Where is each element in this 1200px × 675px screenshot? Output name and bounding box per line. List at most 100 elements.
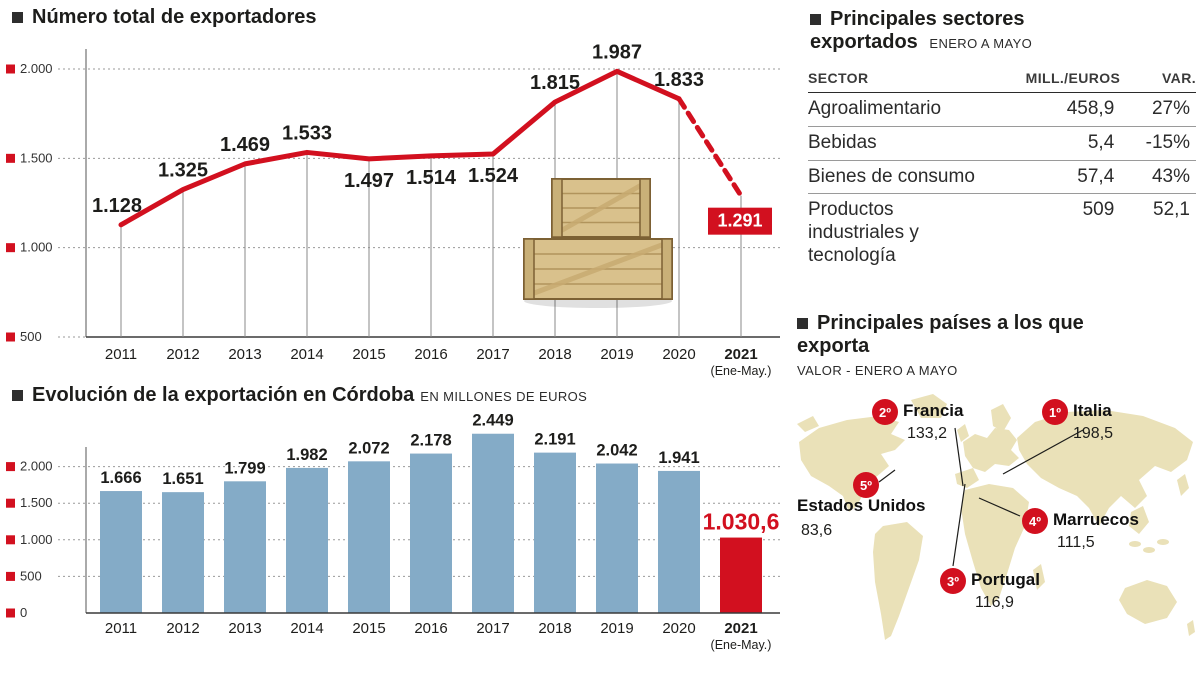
continent-shape	[1017, 410, 1193, 526]
xtick-label: 2017	[476, 620, 509, 637]
continent-shape	[961, 484, 1029, 606]
ytick-marker-icon	[6, 535, 15, 545]
line-chart-title: Número total de exportadores	[0, 6, 795, 29]
country-name-label: Italia	[1073, 401, 1112, 420]
map-leader-line	[952, 483, 966, 567]
world-map-svg	[797, 394, 1195, 640]
table-row: Bebidas 5,4 -15%	[808, 126, 1196, 161]
continent-shape	[963, 428, 1019, 472]
country-name-label: Marruecos	[1053, 510, 1139, 529]
value-label: 1.987	[592, 41, 642, 63]
value-label: 1.469	[220, 134, 270, 156]
sectors-title: Principales sectores exportados ENERO A …	[808, 8, 1108, 54]
table-cell: Bienes de consumo	[808, 160, 978, 195]
map-title-text: Principales países a los que exporta	[797, 312, 1084, 357]
map-leader-line	[978, 497, 1021, 517]
xtick-note: (Ene-May.)	[711, 638, 772, 652]
ytick-marker-icon	[6, 64, 15, 74]
value-label: 2.178	[410, 432, 451, 450]
country-value-label: 133,2	[907, 425, 948, 442]
country-value-label: 83,6	[801, 522, 833, 539]
highlight-label-box	[708, 207, 772, 235]
bar	[596, 463, 638, 613]
xtick-label: 2021	[724, 346, 757, 363]
map-subtitle: VALOR - ENERO A MAYO	[797, 363, 958, 378]
value-label: 2.191	[534, 431, 575, 449]
country-value-label: 116,9	[975, 594, 1014, 611]
continent-shape	[1187, 620, 1195, 636]
island-shape	[1129, 541, 1141, 547]
line-series-dashed	[676, 96, 744, 199]
bar-chart-title: Evolución de la exportación en Córdoba EN…	[0, 384, 795, 407]
sectors-title-text: Principales sectores exportados	[810, 8, 1025, 53]
value-label: 1.291	[717, 211, 762, 231]
xtick-label: 2013	[228, 346, 261, 363]
continent-shape	[799, 416, 905, 512]
ytick-label: 2.000	[20, 459, 53, 474]
ytick-marker-icon	[6, 608, 15, 618]
xtick-label: 2014	[290, 620, 323, 637]
table-cell: 27%	[1120, 92, 1196, 127]
xtick-label: 2016	[414, 620, 447, 637]
xtick-label: 2015	[352, 346, 385, 363]
value-label: 1.833	[654, 69, 704, 91]
value-label: 1.497	[344, 170, 394, 192]
bar	[100, 491, 142, 613]
table-cell: 509	[1082, 199, 1115, 221]
table-cell: 5,4	[978, 126, 1121, 161]
table-cell: 52,1	[1153, 199, 1190, 221]
value-label: 1.666	[100, 469, 141, 487]
map-leader-line	[1002, 429, 1084, 475]
country-rank-badge: 4º	[1022, 508, 1048, 534]
value-label: 1.941	[658, 449, 699, 467]
continent-shape	[1033, 564, 1045, 590]
map-badges-layer: 1º Italia 198,5 2º Francia 133,2 3º Portugal 116…	[795, 384, 1200, 664]
crates-illustration	[523, 178, 673, 308]
exporters-line-chart: 500 1.000 1.500 2.000 1.128 1.325 1.469 1.533 1.…	[6, 41, 780, 378]
continent-shape	[1177, 474, 1189, 496]
bar	[534, 452, 576, 613]
country-rank-badge: 2º	[872, 399, 898, 425]
continent-shape	[797, 416, 819, 432]
value-label: 1.815	[530, 72, 580, 94]
value-label: 1.533	[282, 122, 332, 144]
country-name-label: Portugal	[971, 570, 1040, 589]
table-header-cell: SECTOR	[808, 66, 978, 93]
ytick-marker-icon	[6, 153, 15, 163]
xtick-label: 2015	[352, 620, 385, 637]
country-value-label: 111,5	[1057, 534, 1095, 551]
map-leader-lines	[878, 427, 1084, 567]
continent-shape	[873, 522, 923, 640]
bar	[348, 461, 390, 613]
ytick-marker-icon	[6, 243, 15, 253]
xtick-label: 2016	[414, 346, 447, 363]
xtick-label: 2017	[476, 346, 509, 363]
country-rank-badge: 3º	[940, 568, 966, 594]
line-series	[118, 68, 682, 228]
table-header-cell: VAR.	[1120, 66, 1196, 93]
xtick-label: 2019	[600, 346, 633, 363]
bar	[224, 481, 266, 613]
xtick-label: 2014	[290, 346, 323, 363]
continent-shape	[1119, 580, 1177, 624]
bar	[410, 453, 452, 613]
table-row: Productos industriales y tecnología 509 52…	[808, 194, 1196, 273]
exports-bar-chart: 0 500 1.000 1.500 2.000 1.666 1.651 1.799 1.982 2…	[6, 412, 780, 652]
bar	[286, 467, 328, 613]
xtick-label: 2021	[724, 620, 757, 637]
sectors-table: SECTOR MILL./EUROS VAR. Agroalimentario 458,…	[808, 66, 1196, 273]
table-cell: 458,9	[978, 92, 1121, 127]
ytick-marker-icon	[6, 332, 15, 342]
exporters-line-section: Número total de exportadores 500 1.000 1.5…	[0, 0, 795, 381]
title-bullet-icon	[810, 14, 821, 25]
title-bullet-icon	[12, 12, 23, 23]
xtick-label: 2020	[662, 346, 695, 363]
xtick-note: (Ene-May.)	[711, 364, 772, 378]
island-shape	[1157, 539, 1169, 545]
ytick-label: 500	[20, 568, 42, 583]
value-label: 1.030,6	[703, 509, 780, 535]
sectors-table-section: Principales sectores exportados ENERO A …	[808, 2, 1196, 273]
xtick-label: 2011	[105, 346, 137, 363]
value-label: 1.128	[92, 195, 142, 217]
continent-shape	[911, 394, 947, 418]
